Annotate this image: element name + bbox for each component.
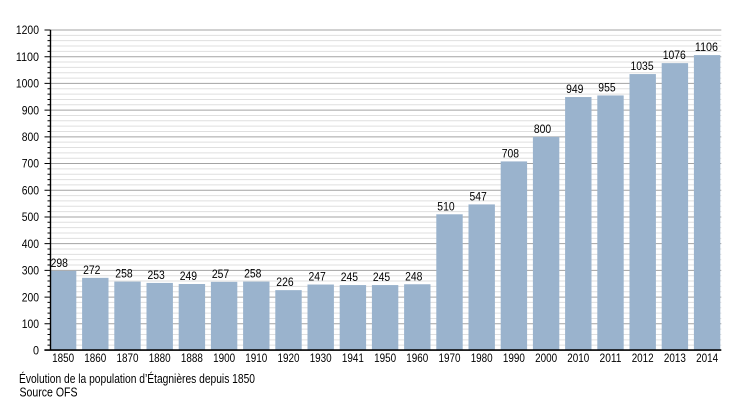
svg-text:Évolution de la population d’É: Évolution de la population d’Étagnières … (19, 371, 255, 386)
svg-text:1960: 1960 (406, 353, 428, 365)
svg-text:298: 298 (51, 258, 68, 270)
svg-text:1850: 1850 (52, 353, 74, 365)
svg-text:1970: 1970 (439, 353, 461, 365)
svg-text:510: 510 (437, 201, 454, 213)
svg-text:258: 258 (244, 269, 261, 281)
svg-text:2013: 2013 (664, 353, 686, 365)
svg-text:249: 249 (180, 271, 197, 283)
svg-text:245: 245 (373, 272, 390, 284)
svg-text:1990: 1990 (503, 353, 525, 365)
svg-text:253: 253 (148, 270, 165, 282)
svg-text:1076: 1076 (663, 50, 686, 62)
svg-text:400: 400 (22, 239, 39, 251)
svg-text:0: 0 (33, 346, 39, 358)
svg-text:1106: 1106 (695, 42, 718, 54)
svg-text:1000: 1000 (16, 79, 39, 91)
svg-text:708: 708 (502, 148, 519, 160)
svg-text:800: 800 (22, 132, 39, 144)
svg-text:245: 245 (341, 272, 358, 284)
svg-text:258: 258 (115, 269, 132, 281)
svg-text:226: 226 (276, 277, 293, 289)
svg-text:1200: 1200 (16, 25, 39, 37)
svg-text:257: 257 (212, 269, 229, 281)
svg-text:700: 700 (22, 159, 39, 171)
svg-text:1888: 1888 (181, 353, 203, 365)
svg-text:1035: 1035 (631, 61, 654, 73)
svg-text:247: 247 (309, 272, 326, 284)
svg-text:1920: 1920 (278, 353, 300, 365)
svg-text:300: 300 (22, 266, 39, 278)
svg-text:500: 500 (22, 212, 39, 224)
svg-text:600: 600 (22, 185, 39, 197)
svg-text:1930: 1930 (310, 353, 332, 365)
svg-text:2014: 2014 (696, 353, 719, 365)
svg-text:1980: 1980 (471, 353, 493, 365)
svg-text:1870: 1870 (117, 353, 139, 365)
svg-text:955: 955 (598, 82, 615, 94)
svg-text:1900: 1900 (213, 353, 235, 365)
svg-text:1950: 1950 (374, 353, 396, 365)
svg-text:1941: 1941 (342, 353, 364, 365)
svg-text:1880: 1880 (149, 353, 171, 365)
svg-text:2012: 2012 (632, 353, 654, 365)
svg-text:272: 272 (83, 265, 100, 277)
svg-text:248: 248 (405, 271, 422, 283)
svg-text:2000: 2000 (535, 353, 557, 365)
svg-text:Source OFS: Source OFS (20, 385, 78, 399)
svg-text:2010: 2010 (567, 353, 589, 365)
svg-text:1100: 1100 (16, 52, 39, 64)
svg-text:1910: 1910 (245, 353, 267, 365)
svg-text:547: 547 (470, 191, 487, 203)
svg-text:800: 800 (534, 124, 551, 136)
svg-text:1860: 1860 (84, 353, 106, 365)
svg-text:100: 100 (22, 319, 39, 331)
svg-text:900: 900 (22, 105, 39, 117)
svg-text:2011: 2011 (600, 353, 622, 365)
svg-text:949: 949 (566, 84, 583, 96)
svg-text:200: 200 (22, 292, 39, 304)
